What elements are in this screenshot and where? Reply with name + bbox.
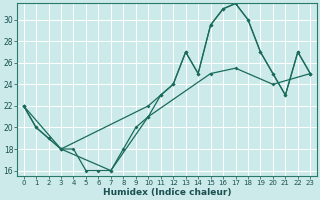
X-axis label: Humidex (Indice chaleur): Humidex (Indice chaleur)	[103, 188, 231, 197]
